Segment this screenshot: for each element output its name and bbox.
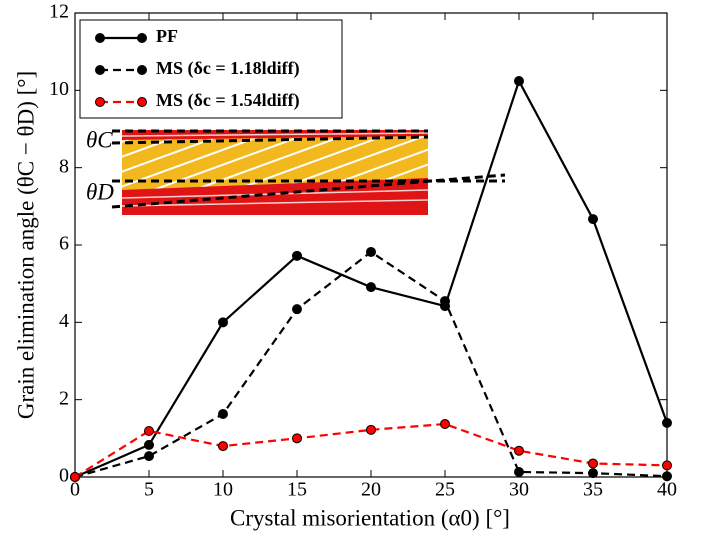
legend-marker <box>95 33 105 43</box>
y-tick-label: 2 <box>59 387 69 409</box>
legend-marker <box>95 65 105 75</box>
inset-label: θC <box>86 127 113 152</box>
inset-yellow <box>122 136 428 190</box>
data-point <box>440 419 450 430</box>
x-tick-label: 35 <box>583 479 603 501</box>
x-axis-label: Crystal misorientation (α0) [°] <box>230 505 510 530</box>
data-point <box>218 441 228 452</box>
data-point <box>588 468 598 479</box>
y-tick-label: 10 <box>49 78 69 100</box>
inset: θC θD <box>86 127 506 215</box>
x-tick-label: 20 <box>361 479 381 501</box>
legend-frame <box>79 19 343 119</box>
inset-label: θD <box>86 179 114 204</box>
x-tick-label: 10 <box>213 479 233 501</box>
legend-marker <box>137 33 147 43</box>
data-point <box>144 439 154 450</box>
y-tick-label: 12 <box>49 1 69 23</box>
legend-label: MS (δc = 1.18ldiff) <box>156 58 300 79</box>
data-point <box>292 433 302 444</box>
x-tick-label: 25 <box>435 479 455 501</box>
data-point <box>662 460 672 471</box>
data-point <box>144 451 154 462</box>
data-point <box>218 408 228 419</box>
x-tick-label: 30 <box>509 479 529 501</box>
data-point <box>366 424 376 435</box>
data-point <box>366 246 376 257</box>
data-point <box>662 471 672 482</box>
x-tick-label: 0 <box>70 479 80 501</box>
data-point <box>366 282 376 293</box>
y-tick-label: 4 <box>59 310 69 332</box>
legend-marker <box>137 65 147 75</box>
y-tick-label: 6 <box>59 233 69 255</box>
data-point <box>144 425 154 436</box>
data-point <box>662 417 672 428</box>
x-tick-label: 5 <box>144 479 154 501</box>
data-point <box>514 445 524 456</box>
legend-marker <box>137 97 147 107</box>
data-point <box>70 472 80 482</box>
series-line <box>74 422 668 478</box>
data-point <box>588 458 598 469</box>
data-point <box>292 250 302 261</box>
y-tick-label: 0 <box>59 465 69 487</box>
x-tick-label: 40 <box>657 479 677 501</box>
data-point <box>588 214 598 225</box>
y-axis-label: Grain elimination angle (θC − θD) [°] <box>13 71 38 419</box>
legend-label: PF <box>156 26 178 46</box>
data-point <box>218 317 228 328</box>
x-tick-label: 15 <box>287 479 307 501</box>
legend-label: MS (δc = 1.54ldiff) <box>156 90 300 111</box>
data-point <box>440 296 450 307</box>
data-point <box>514 466 524 477</box>
y-tick-label: 8 <box>59 155 69 177</box>
legend-marker <box>95 97 105 107</box>
data-point <box>292 304 302 315</box>
data-point <box>514 76 524 87</box>
